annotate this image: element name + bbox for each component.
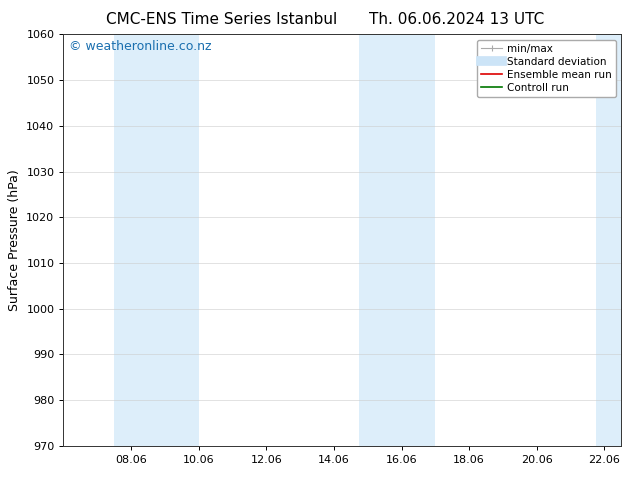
Bar bbox=[596, 34, 621, 446]
Text: © weatheronline.co.nz: © weatheronline.co.nz bbox=[69, 41, 212, 53]
Text: Th. 06.06.2024 13 UTC: Th. 06.06.2024 13 UTC bbox=[369, 12, 544, 27]
Legend: min/max, Standard deviation, Ensemble mean run, Controll run: min/max, Standard deviation, Ensemble me… bbox=[477, 40, 616, 97]
Bar bbox=[359, 34, 436, 446]
Bar bbox=[114, 34, 198, 446]
Text: CMC-ENS Time Series Istanbul: CMC-ENS Time Series Istanbul bbox=[107, 12, 337, 27]
Y-axis label: Surface Pressure (hPa): Surface Pressure (hPa) bbox=[8, 169, 21, 311]
